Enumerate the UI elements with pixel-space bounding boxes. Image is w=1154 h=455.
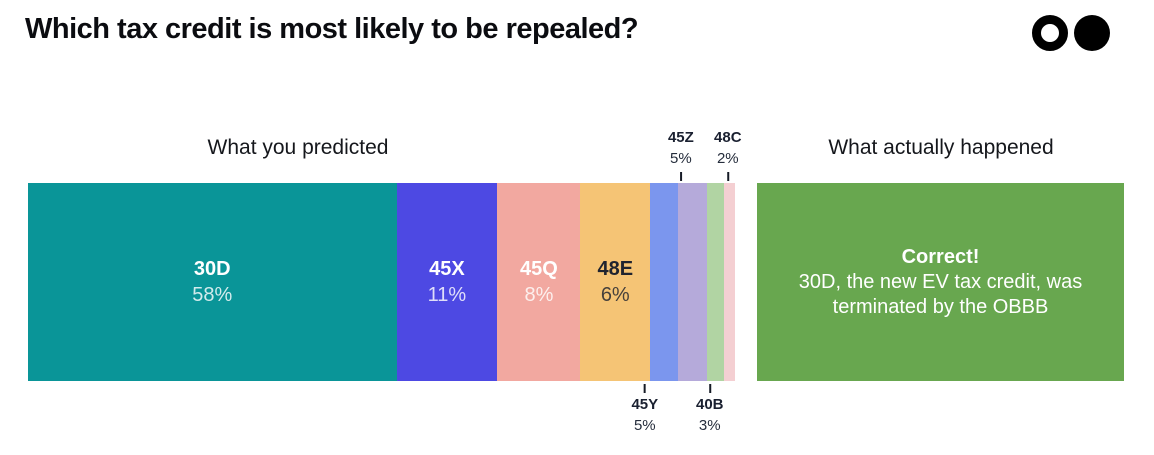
annotation-45Z: 45Z 5%	[668, 128, 694, 181]
annotation-45Y: 45Y 5%	[631, 384, 658, 436]
solid-circle-icon	[1074, 15, 1110, 51]
annotation-48C: 48C 2%	[714, 128, 742, 181]
ring-circle-icon	[1032, 15, 1068, 51]
page-title: Which tax credit is most likely to be re…	[25, 13, 639, 45]
result-message: 30D, the new EV tax credit, was terminat…	[798, 270, 1083, 318]
annotation-percent: 2%	[716, 150, 739, 167]
annotation-label: 45Z	[667, 129, 694, 146]
predicted-column-label: What you predicted	[207, 136, 389, 159]
annotation-percent: 5%	[633, 417, 656, 434]
segment-percent: 6%	[600, 284, 630, 306]
segment-label: 48E	[597, 258, 634, 280]
bar-segment-48C	[723, 183, 735, 381]
bar-segment-40B	[706, 183, 724, 381]
annotation-tick	[643, 384, 646, 393]
segment-label: 45Q	[520, 258, 558, 280]
segment-label: 45X	[429, 258, 465, 280]
segment-percent: 8%	[524, 284, 554, 306]
actual-column-label: What actually happened	[828, 136, 1054, 159]
segment-percent: 11%	[427, 284, 467, 306]
result-box: Correct! 30D, the new EV tax credit, was…	[757, 183, 1124, 381]
bar-segment-45Y	[650, 183, 679, 381]
logo	[1032, 15, 1110, 51]
annotation-label: 45Y	[631, 396, 659, 413]
annotation-label: 40B	[695, 396, 724, 413]
bar-segment-48E: 48E 6%	[580, 183, 651, 381]
bar-segment-45X: 45X 11%	[396, 183, 498, 381]
segment-label: 30D	[193, 258, 231, 280]
annotation-percent: 5%	[670, 150, 692, 167]
segment-percent: 58%	[192, 284, 233, 306]
bar-segment-45Z	[678, 183, 707, 381]
stacked-bar-chart: 30D 58% 45X 11% 45Q 8% 48E 6%	[28, 183, 735, 381]
bar-segment-45Q: 45Q 8%	[497, 183, 581, 381]
annotation-percent: 3%	[698, 417, 721, 434]
annotation-tick	[679, 172, 682, 181]
annotation-40B: 40B 3%	[696, 384, 724, 436]
annotation-label: 48C	[714, 129, 742, 146]
annotation-tick	[726, 172, 729, 181]
annotation-tick	[708, 384, 711, 393]
result-headline: Correct!	[901, 245, 980, 268]
bar-segment-30D: 30D 58%	[28, 183, 397, 381]
